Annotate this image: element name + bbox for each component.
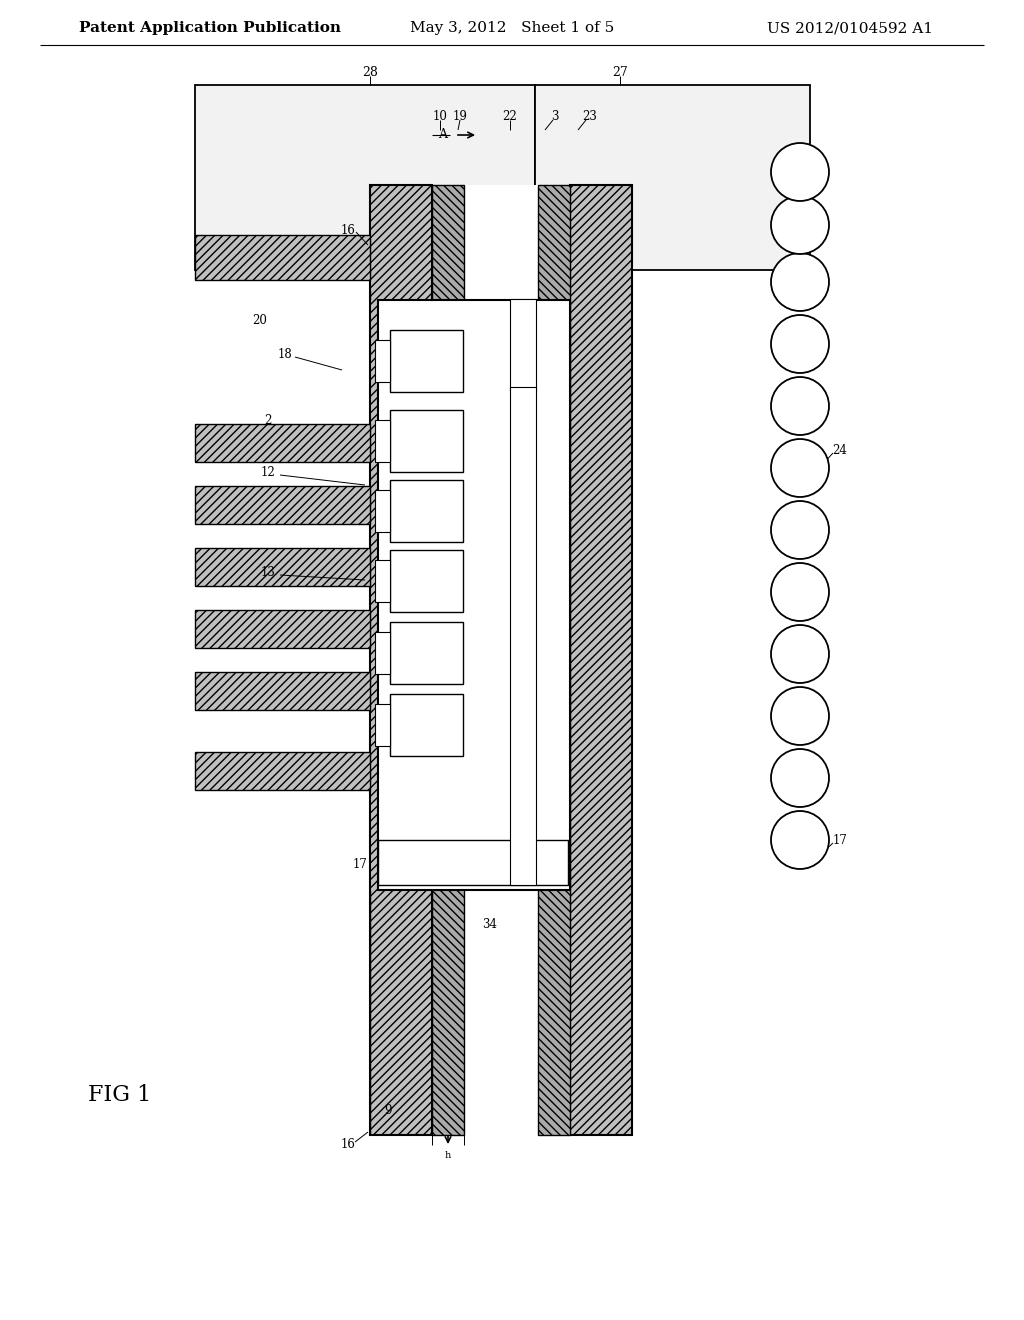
Text: 14: 14: [420, 564, 434, 577]
Circle shape: [771, 195, 829, 253]
Bar: [538, 185, 570, 1135]
Text: May 3, 2012   Sheet 1 of 5: May 3, 2012 Sheet 1 of 5: [410, 21, 614, 36]
Circle shape: [771, 378, 829, 436]
Text: 16: 16: [341, 1138, 355, 1151]
Text: 34: 34: [482, 919, 498, 932]
Text: 26: 26: [509, 444, 523, 457]
Circle shape: [771, 440, 829, 498]
Text: 12: 12: [261, 466, 275, 479]
Bar: [378, 300, 570, 890]
Text: 9: 9: [384, 1104, 392, 1117]
Text: D: D: [525, 348, 535, 362]
Bar: [375, 490, 390, 532]
Bar: [432, 185, 570, 1135]
Text: FIG 1: FIG 1: [88, 1084, 152, 1106]
Bar: [375, 632, 390, 675]
Circle shape: [771, 502, 829, 558]
Bar: [390, 480, 463, 543]
Circle shape: [771, 315, 829, 374]
Bar: [375, 341, 390, 381]
Text: A: A: [438, 128, 447, 141]
Bar: [390, 622, 463, 684]
Bar: [378, 840, 568, 884]
Text: Patent Application Publication: Patent Application Publication: [79, 21, 341, 36]
Circle shape: [771, 564, 829, 620]
Bar: [195, 752, 370, 789]
Text: 23: 23: [583, 111, 597, 124]
Text: 19: 19: [509, 697, 523, 710]
Bar: [390, 694, 463, 756]
Text: 3: 3: [551, 111, 559, 124]
Bar: [195, 235, 370, 280]
Text: 5: 5: [423, 354, 431, 367]
Text: 17: 17: [833, 833, 848, 846]
Bar: [510, 300, 536, 392]
Circle shape: [771, 624, 829, 682]
Bar: [195, 548, 370, 586]
Bar: [432, 185, 464, 1135]
Text: h: h: [444, 1151, 452, 1159]
Circle shape: [771, 253, 829, 312]
Bar: [535, 84, 810, 271]
Text: 28: 28: [362, 66, 378, 78]
Text: 27: 27: [612, 66, 628, 78]
Text: 23: 23: [420, 424, 434, 437]
Bar: [390, 550, 463, 612]
Bar: [195, 84, 535, 271]
Bar: [390, 330, 463, 392]
Bar: [510, 387, 536, 884]
Text: 17: 17: [352, 858, 368, 871]
Text: 10: 10: [432, 111, 447, 124]
Circle shape: [771, 810, 829, 869]
Text: 13: 13: [260, 565, 275, 578]
Text: 25: 25: [509, 614, 523, 627]
Text: 18: 18: [278, 348, 293, 362]
Circle shape: [771, 143, 829, 201]
Bar: [195, 672, 370, 710]
Bar: [370, 185, 432, 1135]
Text: 24: 24: [833, 444, 848, 457]
Text: 15: 15: [420, 494, 434, 507]
Text: 4: 4: [515, 348, 522, 362]
Text: 16: 16: [341, 223, 355, 236]
Text: 19: 19: [453, 111, 467, 124]
Bar: [375, 560, 390, 602]
Circle shape: [771, 748, 829, 807]
Text: US 2012/0104592 A1: US 2012/0104592 A1: [767, 21, 933, 36]
Text: 11: 11: [509, 524, 523, 536]
Bar: [464, 185, 538, 1135]
Bar: [195, 424, 370, 462]
Bar: [195, 486, 370, 524]
Text: A: A: [428, 1126, 437, 1139]
Text: 20: 20: [253, 314, 267, 326]
Bar: [195, 610, 370, 648]
Text: 22: 22: [503, 111, 517, 124]
Bar: [375, 420, 390, 462]
Bar: [375, 704, 390, 746]
Bar: [570, 185, 632, 1135]
Text: 2: 2: [264, 413, 271, 426]
Circle shape: [771, 686, 829, 744]
Bar: [390, 411, 463, 473]
